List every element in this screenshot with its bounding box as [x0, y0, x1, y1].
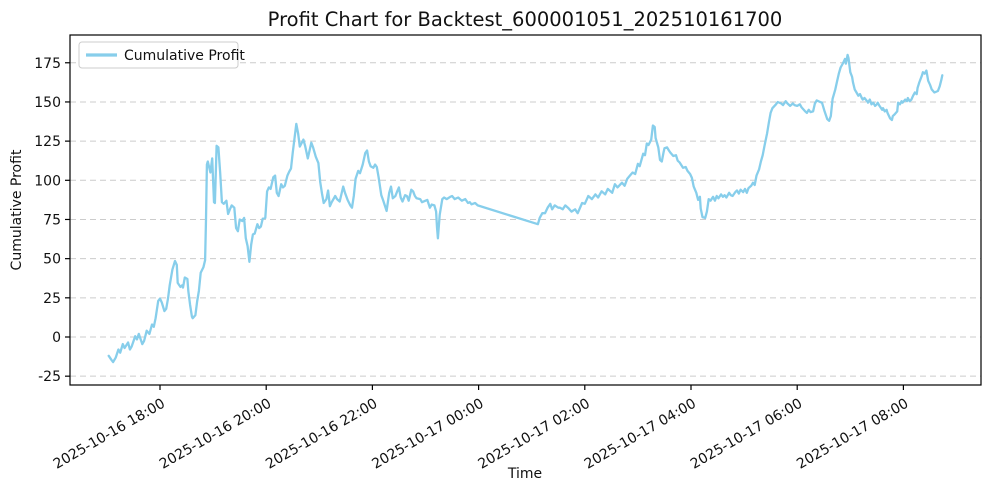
y-tick-label: 100 — [34, 173, 61, 189]
y-tick-label: -25 — [38, 369, 61, 385]
y-tick-label: 25 — [43, 291, 61, 307]
y-tick-label: 175 — [34, 56, 61, 72]
y-tick-label: 75 — [43, 212, 61, 228]
cumulative-profit-line — [107, 53, 944, 364]
y-tick-label: 0 — [52, 330, 61, 346]
y-tick-label: 50 — [43, 252, 61, 268]
x-axis-label: Time — [507, 466, 542, 482]
legend: Cumulative Profit — [78, 41, 245, 69]
y-axis-label: Cumulative Profit — [9, 149, 25, 270]
axes-frame — [69, 34, 982, 386]
y-tick-label: 150 — [34, 95, 61, 111]
legend-box — [78, 41, 239, 69]
chart-title: Profit Chart for Backtest_600001051_2025… — [268, 8, 783, 31]
y-tick-labels: -25 0 25 50 75 100 125 150 175 — [34, 56, 61, 385]
x-tick-marks — [159, 385, 905, 390]
legend-label: Cumulative Profit — [124, 48, 245, 64]
y-tick-marks — [65, 62, 70, 377]
y-tick-label: 125 — [34, 134, 61, 150]
series-lines — [107, 53, 944, 364]
